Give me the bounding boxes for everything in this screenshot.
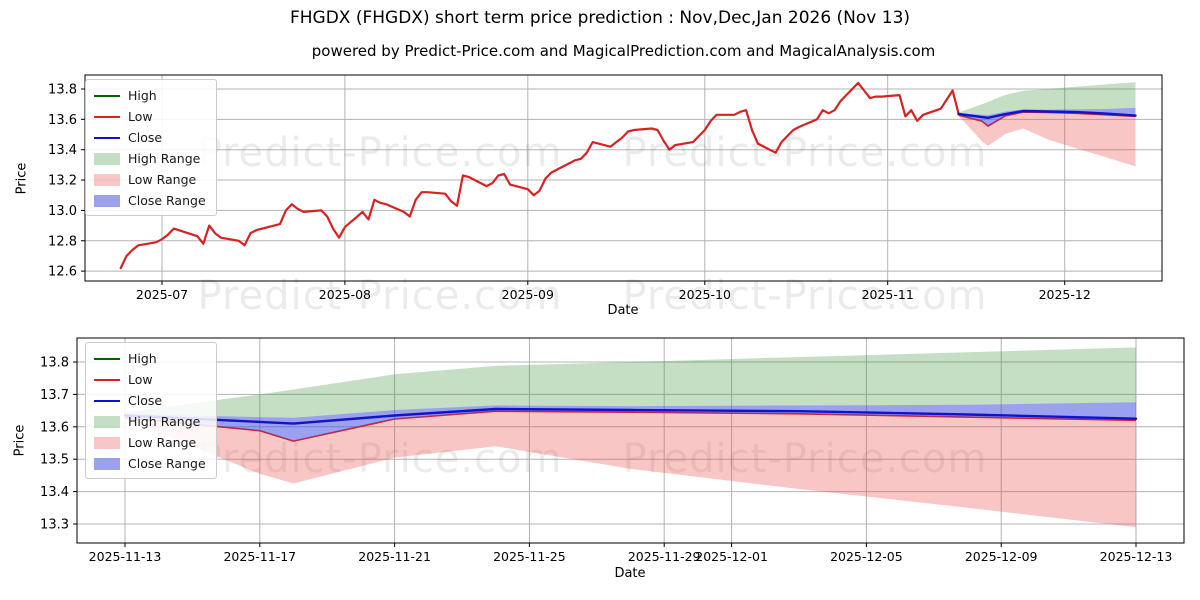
bottom-chart-xtick-label: 2025-11-17	[223, 549, 296, 564]
history-low-line	[119, 81, 960, 270]
bottom-chart-ytick-label: 13.3	[40, 518, 69, 533]
legend-label: High	[128, 88, 157, 103]
bottom-chart-xtick-label: 2025-12-09	[965, 549, 1038, 564]
watermark-text: Predict-Price.com	[198, 436, 563, 482]
figure-subtitle: powered by Predict-Price.com and Magical…	[311, 42, 936, 60]
legend-item-low: Low	[94, 106, 208, 127]
top-chart-ytick-label: 12.8	[48, 234, 77, 249]
close-swatch-icon	[94, 399, 120, 402]
top-chart-ytick-label: 13.6	[48, 113, 77, 128]
top-chart-ytick-label: 13.0	[48, 204, 77, 219]
top-chart-xtick-label: 2025-11	[862, 287, 914, 302]
bottom-chart-xtick-label: 2025-11-25	[493, 549, 566, 564]
legend-item-low-range: Low Range	[94, 432, 208, 453]
top-chart-xtick-label: 2025-07	[136, 287, 188, 302]
bottom-chart-ytick-label: 13.8	[40, 356, 69, 371]
top-chart-ytick-label: 13.4	[48, 143, 77, 158]
low-range-swatch-icon	[94, 436, 120, 449]
legend-item-high: High	[94, 348, 208, 369]
legend-label: Close Range	[128, 193, 206, 208]
top-chart-legend: High Low Close High Range Low Range Close Ran…	[85, 79, 217, 216]
top-chart-xlabel: Date	[607, 303, 639, 318]
bottom-chart-xtick-label: 2025-12-05	[830, 549, 903, 564]
bottom-chart-ytick-label: 13.5	[40, 453, 69, 468]
legend-item-high-range: High Range	[94, 148, 208, 169]
watermark-text: Predict-Price.com	[623, 273, 988, 319]
watermark-text: Predict-Price.com	[198, 130, 563, 176]
legend-item-close-range: Close Range	[94, 190, 208, 211]
legend-label: High Range	[128, 151, 201, 166]
bottom-chart-low-range-fill	[125, 411, 1136, 528]
close-range-swatch-icon	[94, 457, 120, 470]
high-swatch-icon	[94, 357, 120, 360]
top-chart-xtick-label: 2025-10	[679, 287, 731, 302]
legend-label: Low	[128, 109, 153, 124]
close-range-swatch-icon	[94, 194, 120, 207]
top-chart-high-range-fill	[958, 82, 1136, 116]
bottom-chart-close-forecast-line	[123, 407, 1138, 425]
top-chart-xtick-label: 2025-08	[319, 287, 371, 302]
high-range-swatch-icon	[94, 415, 120, 428]
legend-label: Close Range	[128, 456, 206, 471]
bottom-chart-xtick-label: 2025-12-13	[1100, 549, 1173, 564]
legend-label: High Range	[128, 414, 201, 429]
bottom-chart-xlabel: Date	[614, 566, 646, 581]
legend-label: Low Range	[128, 435, 197, 450]
bottom-chart-legend: High Low Close High Range Low Range Close Ran…	[85, 342, 217, 479]
legend-label: Close	[128, 393, 163, 408]
bottom-chart-ytick-label: 13.7	[40, 388, 69, 403]
bottom-chart-ytick-label: 13.6	[40, 420, 69, 435]
legend-item-high-range: High Range	[94, 411, 208, 432]
legend-item-low: Low	[94, 369, 208, 390]
low-swatch-icon	[94, 115, 120, 118]
legend-item-close-range: Close Range	[94, 453, 208, 474]
top-chart-low-range-fill	[958, 112, 1136, 167]
close-swatch-icon	[94, 136, 120, 139]
high-range-swatch-icon	[94, 152, 120, 165]
top-chart-close-forecast-line	[957, 109, 1137, 120]
legend-label: Low	[128, 372, 153, 387]
low-range-swatch-icon	[94, 173, 120, 186]
legend-item-close: Close	[94, 127, 208, 148]
legend-label: High	[128, 351, 157, 366]
legend-label: Low Range	[128, 172, 197, 187]
bottom-chart-axes: 13.8 13.7 13.6 13.5 13.4 13.3 2025-11-13 2025-1…	[40, 337, 1185, 564]
bottom-chart-ytick-label: 13.4	[40, 485, 69, 500]
top-chart-xtick-label: 2025-12	[1039, 287, 1091, 302]
high-swatch-icon	[94, 94, 120, 97]
figure-title: FHGDX (FHGDX) short term price predictio…	[289, 8, 911, 28]
low-swatch-icon	[94, 378, 120, 381]
bottom-chart-xtick-label: 2025-12-01	[695, 549, 768, 564]
legend-item-high: High	[94, 85, 208, 106]
bottom-chart-xtick-label: 2025-11-29	[628, 549, 701, 564]
legend-label: Close	[128, 130, 163, 145]
legend-item-low-range: Low Range	[94, 169, 208, 190]
bottom-chart-high-range-fill	[125, 347, 1136, 418]
bottom-chart-ylabel: Price	[12, 424, 28, 457]
top-chart-ytick-label: 13.2	[48, 174, 77, 189]
watermark-text: Predict-Price.com	[623, 436, 988, 482]
top-chart-ylabel: Price	[14, 162, 30, 195]
top-chart-ytick-label: 13.8	[48, 83, 77, 98]
top-chart-ytick-label: 12.6	[48, 265, 77, 280]
bottom-chart-xtick-label: 2025-11-13	[89, 549, 162, 564]
legend-item-close: Close	[94, 390, 208, 411]
watermark-text: Predict-Price.com	[623, 130, 988, 176]
bottom-chart-xtick-label: 2025-11-21	[358, 549, 431, 564]
top-chart-xtick-label: 2025-09	[502, 287, 554, 302]
